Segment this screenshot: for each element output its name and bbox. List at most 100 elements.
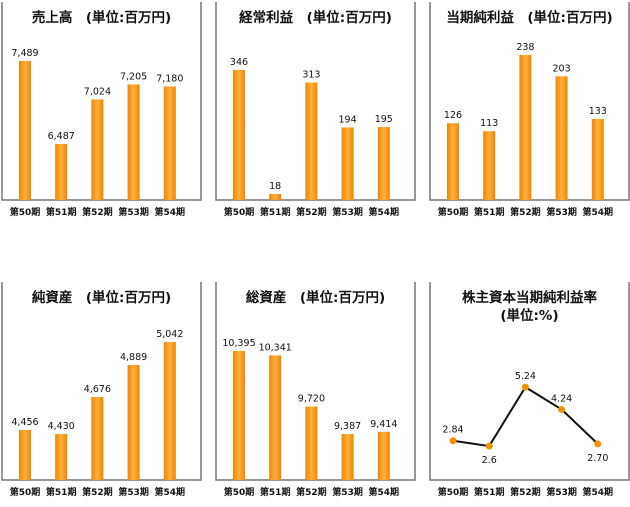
x-tick-label: 第50期 [224, 206, 255, 218]
x-tick-label: 第54期 [583, 206, 614, 218]
x-tick-label: 第51期 [46, 486, 77, 498]
chart-panel-1: 売上高 (単位:百万円) 第50期 7,489 第51期 6,487 第52期 7,024 第… [1, 2, 202, 218]
bar [233, 350, 245, 480]
chart-title: 経常利益 (単位:百万円) [239, 9, 392, 26]
data-label: 4.24 [551, 393, 572, 404]
data-label: 18 [269, 181, 281, 192]
chart-title: 純資産 (単位:百万円) [32, 289, 171, 306]
bar [233, 70, 245, 201]
bar [55, 433, 68, 480]
bar [269, 355, 282, 480]
panel-border [429, 282, 630, 481]
chart-title: 売上高 (単位:百万円) [32, 9, 171, 26]
data-label: 133 [589, 106, 607, 117]
x-tick-label: 第52期 [510, 206, 541, 218]
chart-panel-3: 当期純利益 (単位:百万円) 第50期 126 第51期 113 第52期 238 第53期 2… [429, 2, 630, 218]
x-tick-label: 第54期 [369, 206, 400, 218]
data-label: 2.84 [442, 425, 463, 436]
data-label: 2.70 [587, 453, 608, 464]
x-tick-label: 第54期 [369, 486, 400, 498]
x-tick-label: 第51期 [474, 206, 505, 218]
x-tick-label: 第53期 [332, 486, 363, 498]
chart-subtitle: (単位:%) [500, 307, 558, 324]
bar [19, 60, 31, 201]
data-label: 194 [339, 114, 357, 125]
data-label: 7,205 [120, 71, 147, 82]
bar [377, 127, 390, 200]
x-tick-label: 第53期 [332, 206, 363, 218]
data-label: 126 [444, 110, 462, 121]
x-tick-label: 第52期 [296, 486, 327, 498]
data-label: 4,430 [48, 421, 75, 432]
data-label: 10,395 [222, 338, 255, 349]
x-tick-label: 第50期 [224, 486, 255, 498]
bar [163, 86, 176, 200]
chart-title: 株主資本当期純利益率 [462, 289, 597, 306]
chart-title: 当期純利益 (単位:百万円) [446, 9, 612, 26]
bar [127, 84, 140, 200]
x-tick-label: 第52期 [82, 486, 113, 498]
data-label: 9,387 [334, 421, 361, 432]
data-label: 7,489 [11, 48, 38, 59]
data-label: 2.6 [482, 455, 497, 466]
data-label: 238 [516, 42, 534, 53]
data-point [449, 437, 457, 445]
x-tick-label: 第54期 [583, 486, 614, 498]
bar [519, 55, 532, 200]
chart-panel-4: 純資産 (単位:百万円) 第50期 4,456 第51期 4,430 第52期 4,676 第… [1, 282, 202, 498]
x-tick-label: 第54期 [155, 486, 186, 498]
x-tick-label: 第52期 [82, 206, 113, 218]
bar [447, 123, 459, 200]
bar [305, 82, 318, 200]
data-point [485, 442, 493, 450]
x-tick-label: 第54期 [155, 206, 186, 218]
data-point [558, 405, 566, 413]
data-label: 9,414 [370, 419, 397, 430]
x-tick-label: 第51期 [260, 486, 291, 498]
data-point [594, 440, 602, 448]
data-label: 313 [302, 69, 320, 80]
data-label: 4,456 [11, 417, 38, 428]
bar [483, 131, 496, 200]
x-tick-label: 第50期 [10, 206, 41, 218]
x-tick-label: 第51期 [260, 206, 291, 218]
bar [377, 431, 390, 480]
x-tick-label: 第53期 [546, 206, 577, 218]
x-tick-label: 第50期 [438, 206, 469, 218]
bar [19, 430, 31, 480]
data-label: 7,024 [84, 86, 111, 97]
bar [341, 433, 354, 480]
chart-panel-2: 経常利益 (単位:百万円) 第50期 346 第51期 18 第52期 313 第53期 194… [215, 2, 416, 218]
bar [269, 193, 282, 200]
data-label: 9,720 [298, 394, 325, 405]
chart-panel-5: 総資産 (単位:百万円) 第50期 10,395 第51期 10,341 第52期 9,72… [215, 282, 416, 498]
bar [591, 118, 604, 200]
x-tick-label: 第50期 [10, 486, 41, 498]
data-label: 4,889 [120, 352, 147, 363]
bar [127, 365, 140, 480]
x-tick-label: 第53期 [118, 206, 149, 218]
bar [555, 76, 568, 200]
data-label: 5.24 [515, 371, 536, 382]
data-label: 346 [230, 57, 248, 68]
bar [91, 396, 104, 480]
data-point [521, 383, 529, 391]
chart-panel-6: 株主資本当期純利益率(単位:%) 第50期 第51期 第52期 第53期 第54期 2.84… [429, 282, 630, 498]
data-label: 10,341 [259, 342, 292, 353]
x-tick-label: 第51期 [46, 206, 77, 218]
data-label: 195 [375, 114, 393, 125]
x-tick-label: 第53期 [546, 486, 577, 498]
bar [305, 406, 318, 480]
x-tick-label: 第53期 [118, 486, 149, 498]
x-tick-label: 第50期 [438, 486, 469, 498]
bar [55, 143, 68, 200]
data-label: 203 [553, 63, 571, 74]
bar [163, 342, 176, 480]
data-label: 4,676 [84, 384, 111, 395]
data-label: 7,180 [156, 74, 183, 85]
bar [341, 127, 354, 200]
x-tick-label: 第51期 [474, 486, 505, 498]
x-tick-label: 第52期 [510, 486, 541, 498]
data-label: 5,042 [156, 329, 183, 340]
